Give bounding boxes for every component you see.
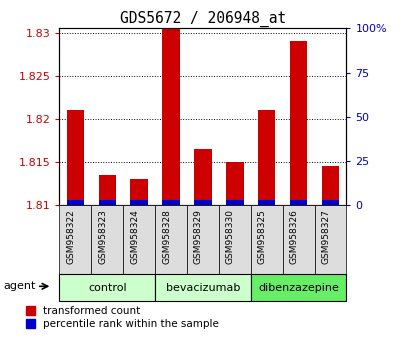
Bar (59, 205, 91, 274)
Text: GSM958326: GSM958326 (289, 209, 298, 264)
Bar (321, 166, 338, 205)
Bar (130, 200, 148, 205)
Bar (130, 179, 148, 205)
Text: GSM958323: GSM958323 (98, 209, 107, 264)
Text: GSM958328: GSM958328 (162, 209, 171, 264)
Bar (66, 200, 84, 205)
Text: GSM958330: GSM958330 (225, 209, 234, 264)
Text: control: control (88, 282, 126, 293)
Bar (91, 205, 123, 274)
Bar (257, 200, 275, 205)
Text: GSM958324: GSM958324 (130, 209, 139, 263)
Text: GSM958322: GSM958322 (66, 209, 75, 263)
Bar (123, 205, 155, 274)
Bar (194, 200, 211, 205)
Bar (289, 41, 307, 205)
Bar (250, 274, 346, 301)
Bar (225, 162, 243, 205)
Text: GSM958325: GSM958325 (257, 209, 266, 264)
Bar (321, 200, 338, 205)
Bar (289, 200, 307, 205)
Text: dibenzazepine: dibenzazepine (258, 282, 338, 293)
Bar (282, 205, 314, 274)
Bar (98, 175, 116, 205)
Bar (66, 110, 84, 205)
Bar (250, 205, 282, 274)
Bar (194, 149, 211, 205)
Bar (98, 200, 116, 205)
Bar (187, 205, 218, 274)
Bar (162, 200, 180, 205)
Bar (257, 110, 275, 205)
Bar (155, 274, 250, 301)
Bar (162, 28, 180, 205)
Text: GSM958329: GSM958329 (193, 209, 202, 264)
Bar (225, 200, 243, 205)
Bar (314, 205, 346, 274)
Text: bevacizumab: bevacizumab (165, 282, 240, 293)
Text: agent: agent (3, 281, 35, 291)
Title: GDS5672 / 206948_at: GDS5672 / 206948_at (119, 11, 285, 27)
Bar (218, 205, 250, 274)
Bar (59, 274, 155, 301)
Bar (155, 205, 187, 274)
Text: GSM958327: GSM958327 (321, 209, 330, 264)
Legend: transformed count, percentile rank within the sample: transformed count, percentile rank withi… (26, 306, 219, 329)
